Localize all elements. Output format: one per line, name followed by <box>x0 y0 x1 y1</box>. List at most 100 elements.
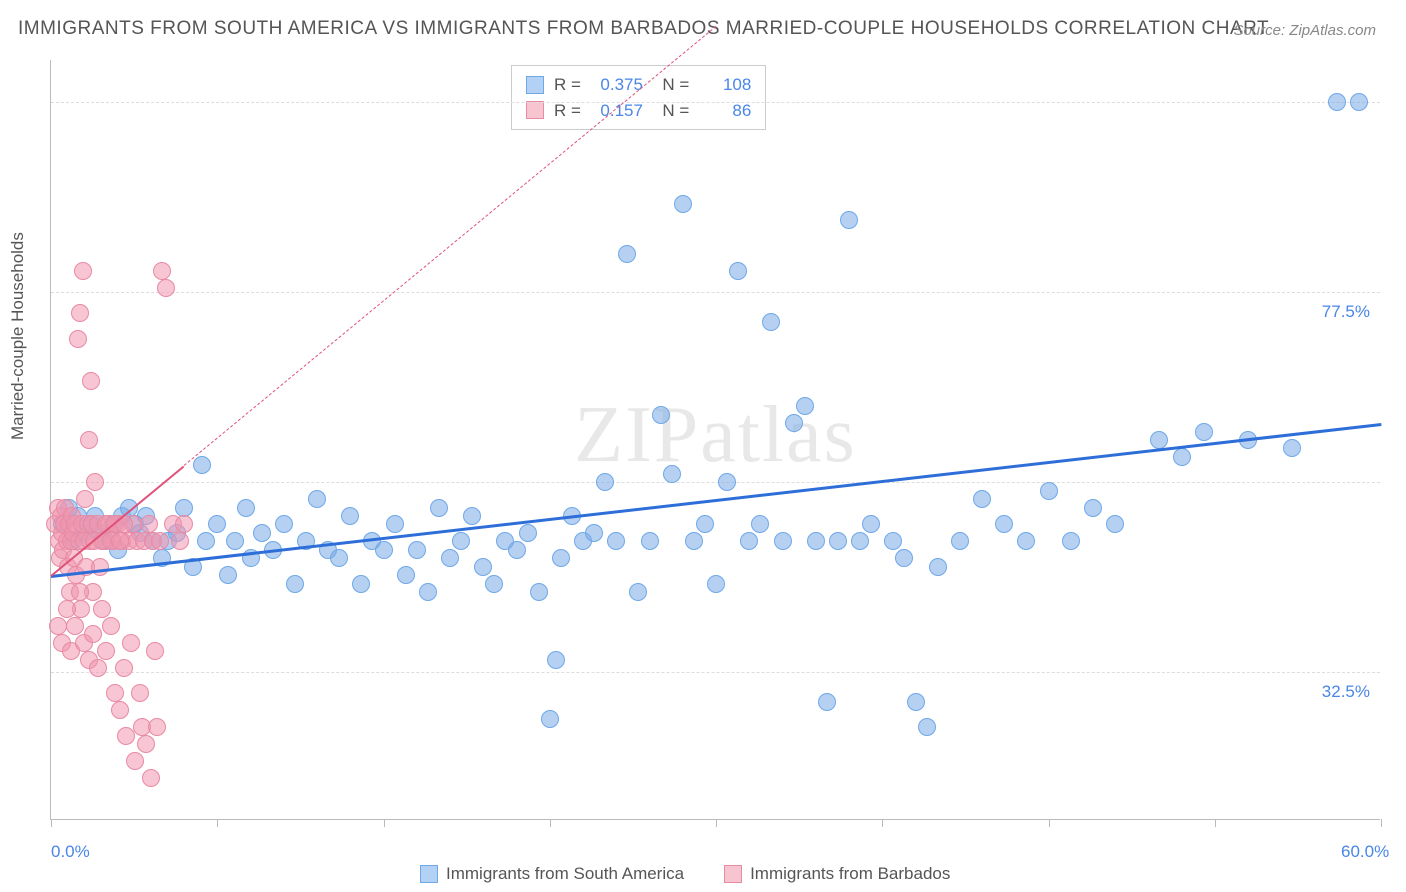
scatter-point <box>718 473 736 491</box>
chart-title: IMMIGRANTS FROM SOUTH AMERICA VS IMMIGRA… <box>18 18 1269 40</box>
scatter-point <box>1150 431 1168 449</box>
scatter-point <box>93 600 111 618</box>
scatter-point <box>762 313 780 331</box>
scatter-point <box>751 515 769 533</box>
scatter-point <box>1195 423 1213 441</box>
scatter-point <box>106 684 124 702</box>
series-swatch <box>526 101 544 119</box>
scatter-point <box>862 515 880 533</box>
scatter-point <box>49 617 67 635</box>
scatter-point <box>1017 532 1035 550</box>
scatter-point <box>729 262 747 280</box>
scatter-point <box>1328 93 1346 111</box>
scatter-point <box>253 524 271 542</box>
scatter-point <box>66 617 84 635</box>
scatter-point <box>840 211 858 229</box>
legend-swatch <box>724 865 742 883</box>
scatter-point <box>441 549 459 567</box>
trend-line <box>184 26 717 466</box>
scatter-point <box>386 515 404 533</box>
scatter-point <box>82 372 100 390</box>
scatter-point <box>895 549 913 567</box>
scatter-point <box>463 507 481 525</box>
scatter-point <box>973 490 991 508</box>
scatter-point <box>111 532 129 550</box>
stats-label-n: N = <box>653 72 689 98</box>
scatter-point <box>226 532 244 550</box>
scatter-point <box>884 532 902 550</box>
scatter-point <box>796 397 814 415</box>
scatter-point <box>375 541 393 559</box>
scatter-point <box>197 532 215 550</box>
scatter-point <box>663 465 681 483</box>
scatter-point <box>89 659 107 677</box>
scatter-point <box>807 532 825 550</box>
scatter-point <box>547 651 565 669</box>
scatter-point <box>596 473 614 491</box>
scatter-point <box>1084 499 1102 517</box>
legend-item: Immigrants from South America <box>420 864 684 884</box>
scatter-point <box>408 541 426 559</box>
scatter-point <box>151 532 169 550</box>
scatter-point <box>774 532 792 550</box>
x-tick <box>384 819 385 827</box>
scatter-point <box>1283 439 1301 457</box>
scatter-point <box>474 558 492 576</box>
scatter-point <box>397 566 415 584</box>
scatter-point <box>137 735 155 753</box>
scatter-point <box>1173 448 1191 466</box>
scatter-point <box>97 642 115 660</box>
scatter-point <box>80 431 98 449</box>
scatter-point <box>126 752 144 770</box>
scatter-point <box>530 583 548 601</box>
scatter-point <box>352 575 370 593</box>
watermark: ZIPatlas <box>574 389 857 480</box>
y-tick-label: 77.5% <box>1290 302 1370 322</box>
scatter-point <box>131 684 149 702</box>
scatter-point <box>58 600 76 618</box>
gridline <box>51 672 1380 673</box>
scatter-point <box>541 710 559 728</box>
scatter-point <box>1350 93 1368 111</box>
scatter-point <box>685 532 703 550</box>
scatter-point <box>175 499 193 517</box>
scatter-point <box>219 566 237 584</box>
gridline <box>51 482 1380 483</box>
x-tick-label: 0.0% <box>51 842 90 862</box>
scatter-point <box>330 549 348 567</box>
scatter-point <box>175 515 193 533</box>
y-tick-label: 32.5% <box>1290 682 1370 702</box>
scatter-point <box>115 659 133 677</box>
scatter-point <box>111 701 129 719</box>
scatter-point <box>76 490 94 508</box>
scatter-point <box>851 532 869 550</box>
scatter-point <box>652 406 670 424</box>
stats-row: R = 0.375 N = 108 <box>526 72 751 98</box>
scatter-point <box>122 634 140 652</box>
stats-box: R = 0.375 N = 108 R = 0.157 N = 86 <box>511 65 766 130</box>
plot-area: ZIPatlas R = 0.375 N = 108 R = 0.157 N =… <box>50 60 1380 820</box>
scatter-point <box>552 549 570 567</box>
scatter-point <box>140 515 158 533</box>
scatter-point <box>1062 532 1080 550</box>
x-tick <box>1381 819 1382 827</box>
scatter-point <box>995 515 1013 533</box>
scatter-point <box>69 330 87 348</box>
scatter-point <box>907 693 925 711</box>
scatter-point <box>146 642 164 660</box>
scatter-point <box>286 575 304 593</box>
scatter-point <box>171 532 189 550</box>
scatter-point <box>208 515 226 533</box>
x-tick <box>716 819 717 827</box>
x-tick <box>882 819 883 827</box>
scatter-point <box>707 575 725 593</box>
scatter-point <box>929 558 947 576</box>
legend-label: Immigrants from Barbados <box>750 864 950 884</box>
x-tick <box>1049 819 1050 827</box>
scatter-point <box>148 718 166 736</box>
source-attribution: Source: ZipAtlas.com <box>1233 22 1376 39</box>
scatter-point <box>740 532 758 550</box>
scatter-point <box>142 769 160 787</box>
scatter-point <box>452 532 470 550</box>
scatter-point <box>71 583 89 601</box>
